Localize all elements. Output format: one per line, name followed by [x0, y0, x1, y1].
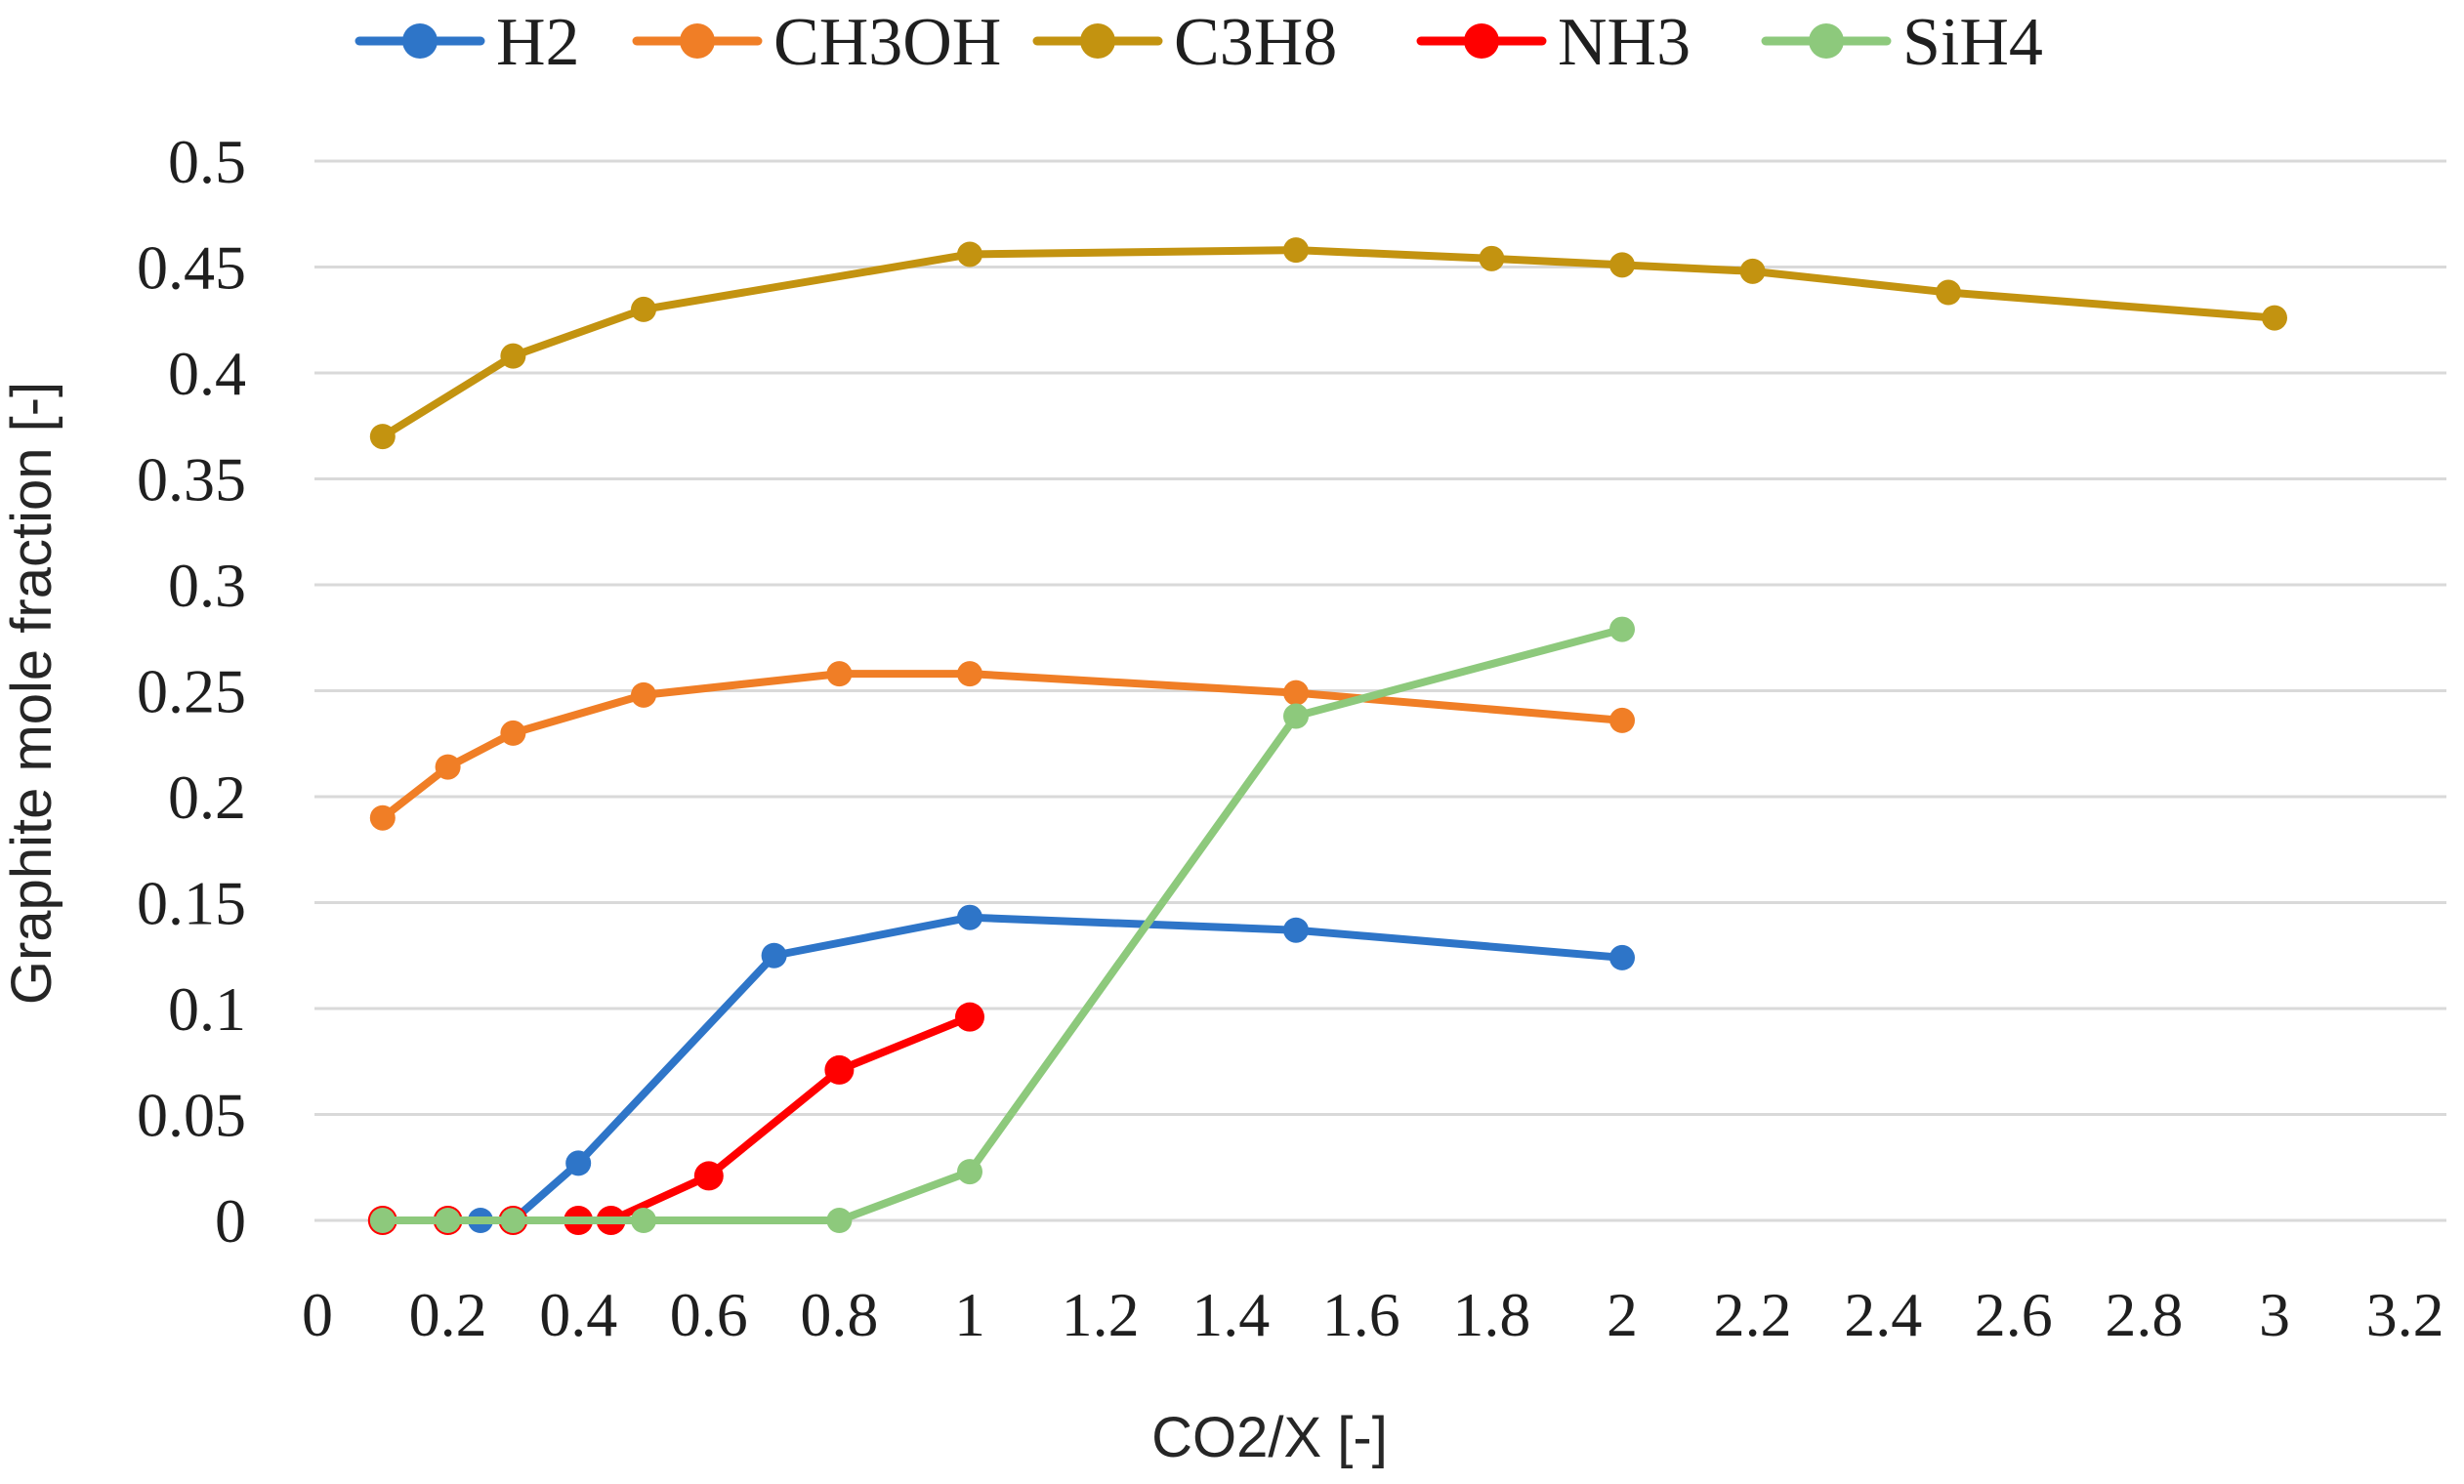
legend-label: CH3OH — [773, 5, 1001, 80]
series-layer — [367, 237, 2287, 1235]
x-tick-label: 0 — [302, 1280, 333, 1349]
data-point-CH3OH — [957, 661, 982, 687]
y-axis-tick-labels: 0 0.05 0.1 0.15 0.2 0.25 0.3 0.35 0.4 0.45 0.5 — [137, 127, 246, 1256]
x-tick-label: 1 — [954, 1280, 985, 1349]
data-point-C3H8 — [500, 343, 526, 369]
data-point-CH3OH — [631, 681, 656, 708]
legend-marker — [680, 23, 715, 59]
data-point-SiH4 — [1283, 703, 1309, 729]
x-tick-label: 1.6 — [1322, 1280, 1400, 1349]
x-tick-label: 0.4 — [539, 1280, 617, 1349]
x-tick-label: 1.4 — [1191, 1280, 1270, 1349]
y-tick-label: 0.1 — [168, 974, 246, 1044]
x-tick-label: 2 — [1607, 1280, 1638, 1349]
y-tick-label: 0.15 — [137, 869, 246, 938]
x-tick-label: 1.2 — [1062, 1280, 1140, 1349]
data-point-H2 — [565, 1150, 592, 1176]
data-point-C3H8 — [1283, 237, 1309, 264]
x-tick-label: 1.8 — [1452, 1280, 1530, 1349]
data-point-C3H8 — [1609, 252, 1635, 278]
y-tick-label: 0 — [215, 1186, 246, 1256]
data-point-SiH4 — [435, 1208, 461, 1233]
legend-marker — [1080, 23, 1115, 59]
data-point-C3H8 — [1739, 258, 1766, 284]
data-point-NH3 — [824, 1054, 855, 1085]
chart-legend: H2 CH3OH C3H8 NH3 SiH4 — [355, 5, 2043, 80]
data-point-C3H8 — [1479, 245, 1505, 271]
legend-item-C3H8: C3H8 — [1032, 5, 1337, 80]
x-axis-tick-labels: 0 0.2 0.4 0.6 0.8 1 1.2 1.4 1.6 1.8 2 2.2 2.4 2.6 2.8 3… — [302, 1280, 2444, 1349]
x-axis-title: CO2/X [-] — [1151, 1406, 1388, 1469]
data-point-CH3OH — [435, 754, 461, 780]
y-tick-label: 0.25 — [137, 657, 246, 726]
data-point-C3H8 — [369, 424, 396, 450]
series-H2 — [468, 904, 1635, 1233]
y-tick-label: 0.2 — [168, 763, 246, 832]
x-tick-label: 2.2 — [1714, 1280, 1792, 1349]
data-point-NH3 — [955, 1002, 984, 1032]
data-point-CH3OH — [1283, 680, 1309, 706]
x-tick-label: 2.4 — [1844, 1280, 1922, 1349]
data-point-C3H8 — [2262, 305, 2287, 331]
legend-item-H2: H2 — [355, 5, 580, 80]
legend-label: NH3 — [1558, 5, 1691, 80]
series-CH3OH — [369, 661, 1635, 831]
legend-label: H2 — [496, 5, 580, 80]
series-line-C3H8 — [378, 246, 2278, 441]
data-point-SiH4 — [369, 1208, 396, 1233]
data-point-SiH4 — [1609, 616, 1635, 642]
data-point-H2 — [761, 942, 787, 969]
data-point-SiH4 — [631, 1208, 656, 1233]
x-tick-label: 0.2 — [409, 1280, 487, 1349]
x-tick-label: 3.2 — [2366, 1280, 2444, 1349]
data-point-CH3OH — [500, 720, 526, 746]
data-point-H2 — [1283, 917, 1309, 943]
series-C3H8 — [369, 237, 2287, 450]
legend-marker — [402, 23, 438, 59]
data-point-H2 — [1609, 944, 1635, 970]
series-SiH4 — [369, 616, 1635, 1233]
legend-item-SiH4: SiH4 — [1761, 5, 2043, 80]
data-point-C3H8 — [957, 241, 982, 268]
legend-marker — [1464, 23, 1499, 59]
y-tick-label: 0.3 — [168, 551, 246, 620]
y-tick-label: 0.4 — [168, 339, 246, 408]
data-point-C3H8 — [631, 296, 656, 322]
y-tick-label: 0.05 — [137, 1081, 246, 1150]
series-line-H2 — [477, 913, 1626, 1224]
x-tick-label: 2.6 — [1975, 1280, 2053, 1349]
data-point-NH3 — [693, 1161, 724, 1191]
x-tick-label: 0.8 — [800, 1280, 878, 1349]
y-tick-label: 0.35 — [137, 445, 246, 515]
legend-label: SiH4 — [1902, 5, 2043, 80]
legend-item-CH3OH: CH3OH — [632, 5, 1001, 80]
x-tick-label: 3 — [2259, 1280, 2290, 1349]
data-point-CH3OH — [369, 804, 396, 831]
series-line-NH3 — [378, 1012, 974, 1224]
y-tick-label: 0.5 — [168, 127, 246, 196]
data-point-CH3OH — [826, 661, 853, 687]
x-tick-label: 0.6 — [670, 1280, 748, 1349]
data-point-H2 — [957, 904, 982, 930]
y-tick-label: 0.45 — [137, 233, 246, 303]
x-tick-label: 2.8 — [2105, 1280, 2183, 1349]
legend-item-NH3: NH3 — [1416, 5, 1691, 80]
data-point-C3H8 — [1936, 279, 1961, 306]
data-point-SiH4 — [957, 1159, 982, 1185]
legend-label: C3H8 — [1174, 5, 1337, 80]
data-point-CH3OH — [1609, 707, 1635, 733]
legend-marker — [1809, 23, 1844, 59]
data-point-SiH4 — [500, 1208, 526, 1233]
data-point-SiH4 — [826, 1208, 853, 1233]
y-axis-title: Graphite mole fraction [-] — [0, 382, 63, 1005]
